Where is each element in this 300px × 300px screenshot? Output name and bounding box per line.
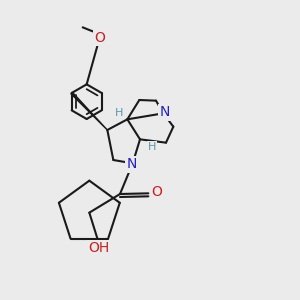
- Text: H: H: [115, 108, 124, 118]
- Text: O: O: [151, 185, 162, 199]
- Text: N: N: [159, 105, 169, 119]
- Text: OH: OH: [89, 241, 110, 255]
- Text: N: N: [127, 157, 137, 171]
- Polygon shape: [71, 92, 107, 130]
- Text: H: H: [148, 142, 156, 152]
- Text: O: O: [94, 31, 105, 45]
